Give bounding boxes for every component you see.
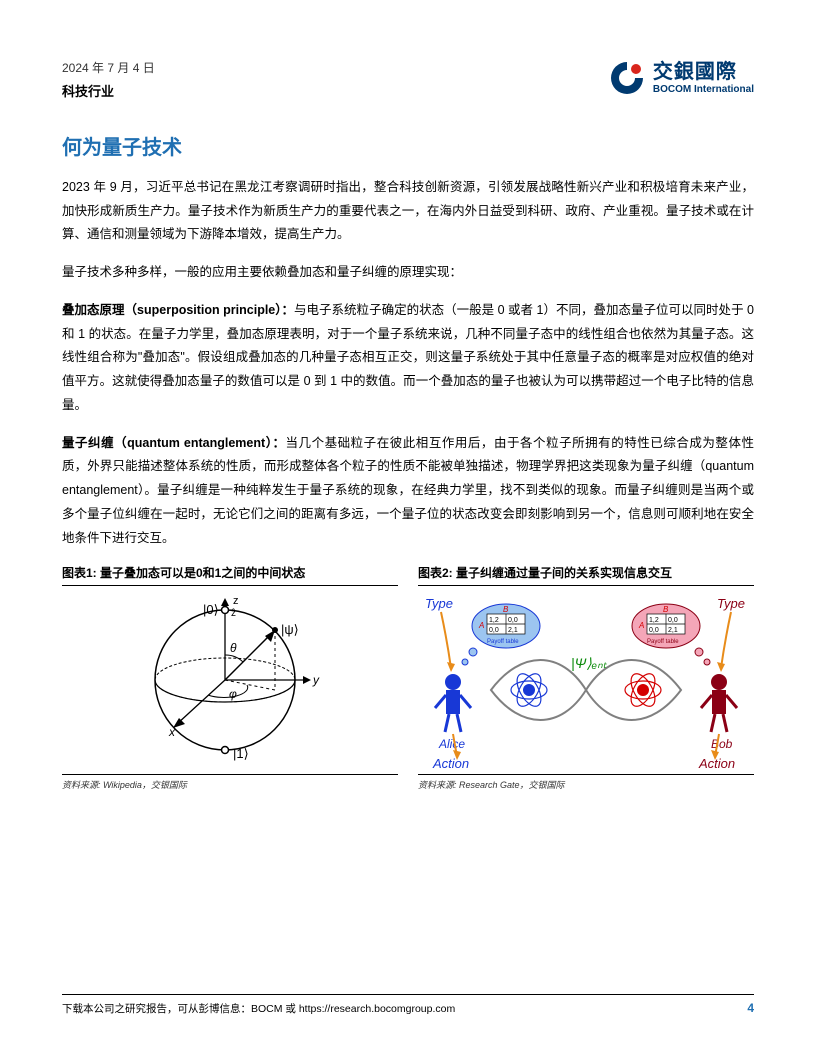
svg-text:z: z [233,595,239,607]
svg-text:y: y [312,673,320,687]
paragraph-1: 2023 年 9 月，习近平总书记在黑龙江考察调研时指出，整合科技创新资源，引领… [62,176,754,247]
report-date: 2024 年 7 月 4 日 [62,58,155,80]
svg-text:Alice: Alice [438,737,465,751]
fig2-source: 资料来源: Research Gate，交银国际 [418,778,754,791]
logo-icon [607,58,647,98]
logo-en: BOCOM International [653,84,754,95]
svg-text:1,2: 1,2 [649,617,659,624]
p3-rest: 与电子系统粒子确定的状态（一般是 0 或者 1）不同，叠加态量子位可以同时处于 … [62,303,754,412]
svg-text:|1⟩: |1⟩ [233,746,249,761]
logo-text: 交銀國際 BOCOM International [653,62,754,95]
svg-text:2,1: 2,1 [668,627,678,634]
fig1-box: |0⟩ |1⟩ |ψ⟩ θ φ z ẑ y x [62,585,398,775]
svg-text:x: x [168,725,176,739]
header-left: 2024 年 7 月 4 日 科技行业 [62,58,155,103]
svg-text:|Ψ⟩ₑₙₜ: |Ψ⟩ₑₙₜ [571,655,608,671]
svg-text:Type: Type [717,596,745,611]
svg-text:1,2: 1,2 [489,617,499,624]
paragraph-2: 量子技术多种多样，一般的应用主要依赖叠加态和量子纠缠的原理实现： [62,261,754,285]
svg-text:0,0: 0,0 [649,627,659,634]
section-title: 何为量子技术 [62,131,754,160]
svg-text:ẑ: ẑ [231,608,236,619]
figure-2: 图表2: 量子纠缠通过量子间的关系实现信息交互 |Ψ⟩ₑₙₜ [418,564,754,791]
svg-text:0,0: 0,0 [508,617,518,624]
svg-text:A: A [478,621,484,630]
fig2-box: |Ψ⟩ₑₙₜ Alice Bob [418,585,754,775]
sector-label: 科技行业 [62,80,155,103]
company-logo: 交銀國際 BOCOM International [607,58,754,98]
entanglement-diagram: |Ψ⟩ₑₙₜ Alice Bob [421,590,751,770]
page-footer: 下载本公司之研究报告，可从彭博信息：BOCM 或 https://researc… [62,994,754,1016]
logo-cn: 交銀國際 [653,62,754,82]
bloch-sphere-diagram: |0⟩ |1⟩ |ψ⟩ θ φ z ẑ y x [75,590,385,770]
svg-text:Payoff table: Payoff table [647,639,679,645]
fig1-title: 图表1: 量子叠加态可以是0和1之间的中间状态 [62,564,398,581]
svg-text:Payoff table: Payoff table [487,639,519,645]
svg-text:0,0: 0,0 [489,627,499,634]
paragraph-3: 叠加态原理（superposition principle）：与电子系统粒子确定… [62,299,754,418]
p4-bold: 量子纠缠（quantum entanglement）： [62,436,286,450]
svg-text:Type: Type [425,596,453,611]
svg-text:φ: φ [229,687,237,701]
svg-text:0,0: 0,0 [668,617,678,624]
svg-text:A: A [638,621,644,630]
svg-text:B: B [663,605,669,614]
figures-row: 图表1: 量子叠加态可以是0和1之间的中间状态 [62,564,754,791]
fig1-source: 资料来源: Wikipedia，交银国际 [62,778,398,791]
p4-rest: 当几个基础粒子在彼此相互作用后，由于各个粒子所拥有的特性已综合成为整体性质，外界… [62,436,754,545]
page-header: 2024 年 7 月 4 日 科技行业 交銀國際 BOCOM Internati… [62,58,754,103]
fig2-title: 图表2: 量子纠缠通过量子间的关系实现信息交互 [418,564,754,581]
svg-text:B: B [503,605,509,614]
svg-text:|0⟩: |0⟩ [203,602,219,617]
footer-text: 下载本公司之研究报告，可从彭博信息：BOCM 或 https://researc… [62,1001,455,1016]
figure-1: 图表1: 量子叠加态可以是0和1之间的中间状态 [62,564,398,791]
paragraph-4: 量子纠缠（quantum entanglement）：当几个基础粒子在彼此相互作… [62,432,754,551]
page-number: 4 [747,1001,754,1016]
svg-text:|ψ⟩: |ψ⟩ [281,622,299,637]
svg-text:θ: θ [230,641,237,655]
svg-text:Action: Action [432,756,469,770]
svg-text:2,1: 2,1 [508,627,518,634]
svg-text:Action: Action [698,756,735,770]
svg-text:Bob: Bob [711,737,733,751]
p3-bold: 叠加态原理（superposition principle）： [62,303,294,317]
